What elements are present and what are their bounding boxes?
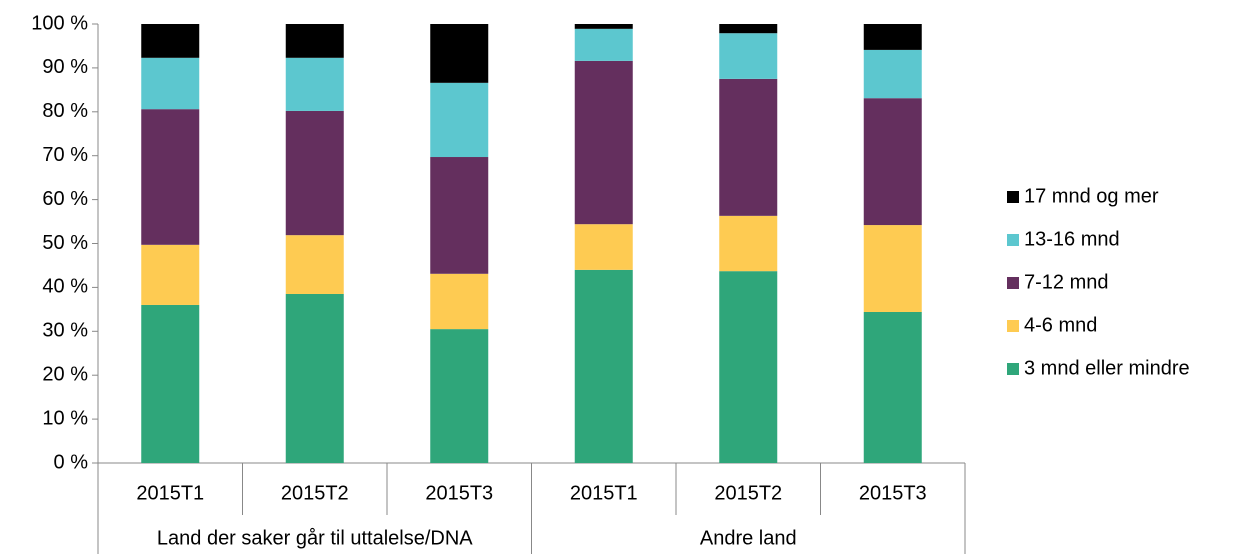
bar-segment: [863, 49, 922, 99]
bar-segment: [719, 33, 778, 79]
bar-segment: [430, 24, 489, 83]
bar-segment: [285, 24, 344, 58]
bar-segment: [430, 273, 489, 330]
bar-segment: [574, 60, 633, 225]
bar-segment: [863, 98, 922, 226]
y-tick-label: 0 %: [54, 451, 89, 473]
legend-label: 3 mnd eller mindre: [1024, 357, 1190, 379]
bar-segment: [285, 110, 344, 236]
bar-segment: [574, 28, 633, 61]
x-tick-label: 2015T2: [714, 482, 782, 504]
bar-segment: [141, 304, 200, 463]
bar-segment: [863, 311, 922, 463]
bar-segment: [863, 225, 922, 312]
legend-label: 17 mnd og mer: [1024, 185, 1159, 207]
x-tick-label: 2015T1: [570, 482, 638, 504]
legend-label: 13-16 mnd: [1024, 228, 1120, 250]
y-tick-label: 10 %: [42, 407, 88, 429]
x-tick-label: 2015T1: [136, 482, 204, 504]
group-label: Land der saker går til uttalelse/DNA: [157, 527, 473, 549]
y-tick-label: 80 %: [42, 100, 88, 122]
bar-segment: [285, 293, 344, 463]
legend-label: 7-12 mnd: [1024, 271, 1109, 293]
legend-swatch: [1007, 191, 1019, 203]
legend-swatch: [1007, 320, 1019, 332]
bar-segment: [719, 271, 778, 463]
y-tick-label: 90 %: [42, 56, 88, 78]
bar-segment: [285, 235, 344, 294]
bar-segment: [719, 78, 778, 216]
legend-swatch: [1007, 234, 1019, 246]
group-label: Andre land: [700, 527, 797, 549]
x-tick-label: 2015T3: [859, 482, 927, 504]
legend-swatch: [1007, 277, 1019, 289]
bar-segment: [574, 269, 633, 463]
y-tick-label: 70 %: [42, 144, 88, 166]
y-tick-label: 100 %: [31, 12, 88, 34]
legend-label: 4-6 mnd: [1024, 314, 1097, 336]
y-tick-label: 50 %: [42, 232, 88, 254]
bar-segment: [285, 57, 344, 111]
x-tick-label: 2015T3: [425, 482, 493, 504]
bar-segment: [430, 329, 489, 463]
bar-segment: [574, 24, 633, 29]
bar-segment: [141, 57, 200, 110]
legend-swatch: [1007, 363, 1019, 375]
bar-segment: [719, 215, 778, 272]
bar-segment: [430, 157, 489, 274]
bar-segment: [141, 244, 200, 305]
bar-segment: [141, 109, 200, 245]
bar-segment: [863, 24, 922, 50]
y-tick-label: 40 %: [42, 276, 88, 298]
bar-segment: [430, 82, 489, 158]
bar-segment: [141, 24, 200, 58]
bar-segment: [574, 224, 633, 270]
y-tick-label: 60 %: [42, 188, 88, 210]
y-tick-label: 30 %: [42, 320, 88, 342]
y-tick-label: 20 %: [42, 363, 88, 385]
x-tick-label: 2015T2: [281, 482, 349, 504]
bar-segment: [719, 24, 778, 34]
